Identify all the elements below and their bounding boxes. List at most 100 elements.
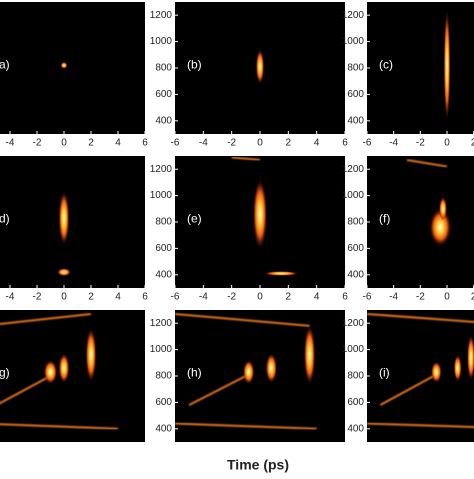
glow-spot bbox=[252, 179, 268, 249]
x-tick-label: 4 bbox=[314, 138, 320, 149]
panel: (e) bbox=[175, 156, 345, 288]
glow-spot bbox=[57, 268, 71, 277]
x-tick-label: -4 bbox=[6, 138, 15, 149]
y-tick-label: 400 bbox=[347, 115, 364, 126]
panel: (f) bbox=[367, 156, 474, 288]
x-tick-label: -6 bbox=[363, 138, 372, 149]
glow-spot bbox=[255, 49, 265, 84]
y-tick-label: 1000 bbox=[150, 190, 173, 201]
x-axis-title: Time (ps) bbox=[227, 457, 289, 473]
streak bbox=[0, 423, 119, 430]
y-tick-label: 1200 bbox=[342, 10, 365, 21]
panel-bg bbox=[0, 156, 145, 288]
x-tick-label: 4 bbox=[314, 292, 320, 303]
streak bbox=[367, 422, 474, 429]
y-tick-label: 800 bbox=[155, 217, 172, 228]
y-tick-label: 400 bbox=[155, 115, 172, 126]
panel-label: (a) bbox=[0, 58, 10, 72]
y-tick-label: 1000 bbox=[342, 190, 365, 201]
glow-spot bbox=[431, 361, 442, 383]
y-tick-label: 800 bbox=[155, 371, 172, 382]
glow-spot bbox=[453, 354, 462, 382]
x-tick-label: -2 bbox=[33, 138, 42, 149]
x-tick-label: -2 bbox=[416, 292, 425, 303]
glow-spot bbox=[303, 325, 316, 384]
streak bbox=[175, 422, 317, 430]
y-tick-label: 1200 bbox=[150, 318, 173, 329]
x-tick-label: 6 bbox=[342, 292, 348, 303]
panel: (c) bbox=[367, 2, 474, 134]
panel: (i) bbox=[367, 310, 474, 442]
streak bbox=[0, 312, 92, 325]
y-tick-label: 1200 bbox=[150, 164, 173, 175]
y-tick-label: 1000 bbox=[150, 36, 173, 47]
x-tick-label: 0 bbox=[257, 138, 263, 149]
y-tick-label: 800 bbox=[347, 217, 364, 228]
panel-label: (g) bbox=[0, 366, 10, 380]
streak bbox=[188, 375, 247, 406]
streak bbox=[0, 375, 51, 405]
x-tick-label: -4 bbox=[389, 138, 398, 149]
x-tick-label: 0 bbox=[444, 292, 450, 303]
streak bbox=[367, 312, 474, 323]
glow-spot bbox=[85, 328, 97, 382]
y-tick-label: 800 bbox=[347, 371, 364, 382]
y-tick-label: 1200 bbox=[342, 318, 365, 329]
glow-spot bbox=[429, 208, 452, 246]
x-tick-label: -4 bbox=[199, 138, 208, 149]
x-tick-label: 0 bbox=[444, 138, 450, 149]
panel: (d) bbox=[0, 156, 145, 288]
panel: (h) bbox=[175, 310, 345, 442]
panel-label: (i) bbox=[379, 366, 390, 380]
x-tick-label: 6 bbox=[142, 292, 148, 303]
glow-spot bbox=[243, 360, 255, 384]
glow-spot bbox=[265, 353, 278, 383]
x-tick-label: 4 bbox=[115, 292, 121, 303]
glow-spot bbox=[60, 62, 68, 69]
x-tick-label: -4 bbox=[389, 292, 398, 303]
y-tick-label: 600 bbox=[155, 89, 172, 100]
x-tick-label: -6 bbox=[171, 138, 180, 149]
glow-spot bbox=[467, 335, 474, 380]
panel-bg bbox=[175, 310, 345, 442]
x-tick-label: -6 bbox=[363, 292, 372, 303]
x-tick-label: 2 bbox=[471, 292, 474, 303]
x-tick-label: -2 bbox=[416, 138, 425, 149]
panel-bg bbox=[0, 2, 145, 134]
streak bbox=[231, 156, 261, 161]
y-tick-label: 600 bbox=[347, 397, 364, 408]
x-tick-label: 2 bbox=[88, 138, 94, 149]
y-tick-label: 800 bbox=[155, 63, 172, 74]
y-tick-label: 1200 bbox=[150, 10, 173, 21]
x-tick-label: 6 bbox=[342, 138, 348, 149]
y-tick-label: 1000 bbox=[150, 344, 173, 355]
streak bbox=[406, 158, 448, 168]
y-tick-label: 600 bbox=[155, 397, 172, 408]
x-tick-label: -2 bbox=[227, 292, 236, 303]
y-tick-label: 600 bbox=[347, 89, 364, 100]
x-tick-label: -2 bbox=[33, 292, 42, 303]
y-tick-label: 1000 bbox=[342, 36, 365, 47]
panel: (g) bbox=[0, 310, 145, 442]
x-tick-label: 6 bbox=[142, 138, 148, 149]
panel-label: (f) bbox=[379, 212, 390, 226]
panel: (a) bbox=[0, 2, 145, 134]
x-tick-label: -4 bbox=[6, 292, 15, 303]
x-tick-label: 4 bbox=[115, 138, 121, 149]
x-tick-label: 2 bbox=[471, 138, 474, 149]
panel-label: (e) bbox=[187, 212, 202, 226]
panel: (b) bbox=[175, 2, 345, 134]
panel-label: (h) bbox=[187, 366, 202, 380]
panel-bg bbox=[0, 310, 145, 442]
panel-bg bbox=[367, 156, 474, 288]
streak bbox=[379, 375, 435, 406]
y-tick-label: 400 bbox=[347, 423, 364, 434]
panel-label: (b) bbox=[187, 58, 202, 72]
y-tick-label: 1200 bbox=[342, 164, 365, 175]
glow-spot bbox=[58, 191, 70, 245]
x-tick-label: 0 bbox=[257, 292, 263, 303]
panel-bg bbox=[367, 2, 474, 134]
glow-spot bbox=[264, 271, 299, 276]
glow-spot bbox=[439, 196, 447, 221]
